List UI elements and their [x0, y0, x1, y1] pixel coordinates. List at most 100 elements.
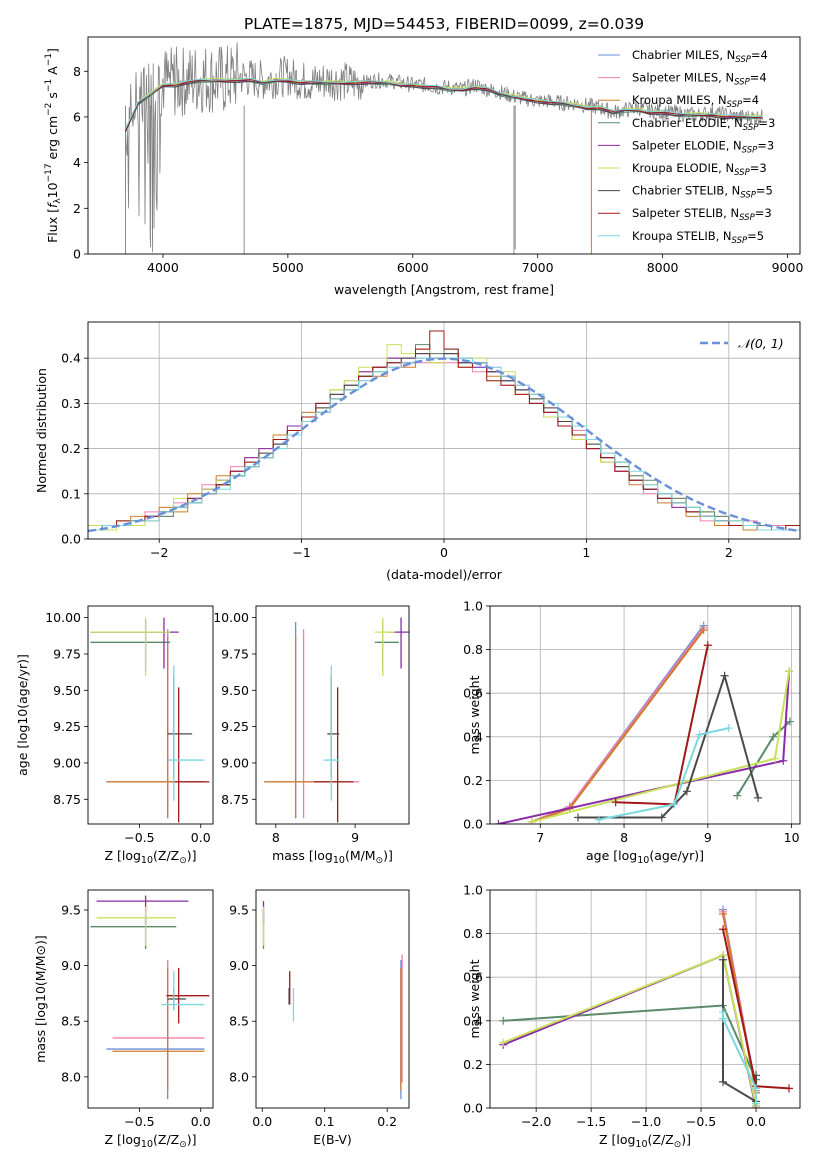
axes-metallicity_age: −0.5 0.0 8.75 9.00 9.25 9.50 9.75 10.00 Z [log10…	[15, 605, 214, 866]
subscript: SSP	[742, 145, 758, 155]
y-tick-label: 0.2	[463, 1057, 483, 1072]
x-tick-label: 9	[351, 830, 359, 845]
x-tick-label: −2.0	[521, 1114, 551, 1129]
plot-content	[90, 895, 210, 1100]
x-tick-label: 6000	[397, 260, 429, 275]
y-tick-label: 8	[73, 64, 81, 79]
plus-marker	[682, 787, 691, 796]
plot-area: 4000 5000 6000 7000 8000 9000 0 2 4 6 8 wavelength …	[15, 36, 803, 1150]
axes-mass_age: 8 9 8.75 9.00 9.25 9.50 9.75 10.00 mass [log10(M…	[213, 605, 410, 866]
x-tick-label: −0.5	[124, 830, 154, 845]
axes-ebv_mass: 0.0 0.1 0.2 8.0 8.5 9.0 9.5 E(B-V)	[229, 889, 410, 1147]
y-tick-label: 1.0	[463, 599, 483, 614]
y-tick-label: 8.0	[229, 1069, 249, 1084]
x-tick-label: 7	[536, 830, 544, 845]
x-tick-label: −2	[150, 545, 168, 560]
plus-marker	[703, 641, 712, 650]
label-part: λ	[53, 198, 63, 204]
data-point	[112, 960, 205, 1083]
y-tick-label: 0.6	[463, 686, 483, 701]
x-tick-label: 2	[725, 545, 733, 560]
plus-marker	[779, 756, 788, 765]
y-tick-label: 8.0	[61, 1069, 81, 1084]
x-axis-label: Z [log10(Z/Z⊙)]	[599, 1132, 691, 1150]
y-tick-label: 0.0	[61, 532, 81, 547]
subscript: 10	[637, 855, 649, 866]
plus-marker	[499, 1038, 508, 1047]
label-part: Flux [	[45, 208, 60, 243]
label-part: )]	[187, 1132, 197, 1147]
label-part: (Z/Z	[153, 1132, 179, 1147]
x-tick-label: 0.0	[746, 1114, 766, 1129]
y-tick-label: 9.0	[61, 958, 81, 973]
plus-marker	[785, 717, 794, 726]
plot-content	[90, 617, 210, 823]
data-point	[90, 620, 171, 672]
x-tick-label: 8	[620, 830, 628, 845]
axes-metallicity_mass: −0.5 0.0 8.0 8.5 9.0 9.5 Z [log10(Z/Z⊙)] mass […	[33, 889, 214, 1150]
axes-frame	[489, 605, 801, 825]
x-axis-label: mass [log10(M/M⊙)]	[272, 848, 393, 866]
plus-marker	[719, 1077, 728, 1086]
y-tick-label: 0.1	[61, 486, 81, 501]
mass-weight-line	[498, 671, 791, 824]
data-point	[323, 665, 340, 801]
label-part: =3	[755, 206, 772, 220]
y-tick-label: 2	[73, 201, 81, 216]
axes-frame	[255, 889, 410, 1109]
histogram-step	[88, 357, 800, 531]
data-point	[90, 617, 179, 669]
x-tick-label: −1.0	[631, 1114, 661, 1129]
plus-marker	[769, 732, 778, 741]
model-spectrum-chabrier_stelib	[125, 80, 763, 133]
label-part: =5	[756, 184, 773, 198]
x-tick-label: 0	[440, 545, 448, 560]
y-tick-label: 9.00	[53, 755, 81, 770]
data-point	[112, 967, 205, 1091]
x-tick-label: 7000	[522, 260, 554, 275]
data-point	[172, 687, 210, 823]
label-part: erg cm	[45, 116, 60, 164]
subscript: SSP	[734, 78, 750, 88]
legend-entry: Kroupa STELIB, NSSP=5	[632, 229, 764, 246]
label-part: =4	[750, 71, 767, 85]
x-tick-label: −0.5	[124, 1114, 154, 1129]
y-tick-label: 6	[73, 109, 81, 124]
y-tick-label: 10.00	[213, 610, 249, 625]
y-tick-label: 9.75	[221, 646, 249, 661]
y-axis-label: Flux [fλ10−17 erg cm−2 s−1 A−1]	[44, 48, 63, 243]
data-point	[389, 617, 409, 669]
y-tick-label: 9.0	[229, 958, 249, 973]
plus-marker	[657, 813, 666, 822]
data-point	[106, 960, 205, 1100]
plus-marker	[724, 724, 733, 733]
legend-entry: Chabrier MILES, NSSP=4	[632, 48, 768, 65]
x-tick-label: 0.0	[191, 830, 211, 845]
data-point	[271, 629, 360, 819]
plot-content	[88, 322, 800, 539]
data-point	[90, 617, 171, 676]
x-tick-label: −0.5	[686, 1114, 716, 1129]
x-tick-label: 0.0	[252, 1114, 272, 1129]
legend-entry: Salpeter ELODIE, NSSP=3	[632, 138, 774, 155]
y-tick-label: 0.8	[463, 926, 483, 941]
mass-weight-line	[578, 672, 760, 819]
plus-marker	[770, 754, 779, 763]
legend-entry: Chabrier ELODIE, NSSP=3	[632, 116, 775, 133]
subscript: SSP	[743, 123, 759, 133]
label-part: ]	[45, 48, 60, 53]
x-axis-label: Z [log10(Z/Z⊙)]	[104, 1132, 196, 1150]
model-spectrum-kroupa_stelib	[125, 77, 763, 129]
x-tick-label: 0.1	[315, 1114, 335, 1129]
subscript: SSP	[732, 236, 748, 246]
x-tick-label: −1.5	[576, 1114, 606, 1129]
subscript: 10	[141, 1139, 153, 1150]
x-axis-label: E(B-V)	[313, 1132, 352, 1147]
y-axis-label: mass weight	[467, 959, 482, 1038]
legend-entry: Chabrier STELIB, NSSP=5	[632, 184, 773, 201]
y-tick-label: 9.5	[229, 903, 249, 918]
normal-curve	[88, 357, 800, 533]
y-tick-label: 9.25	[221, 719, 249, 734]
subscript: SSP	[727, 100, 743, 110]
label-part: −1	[44, 79, 54, 92]
